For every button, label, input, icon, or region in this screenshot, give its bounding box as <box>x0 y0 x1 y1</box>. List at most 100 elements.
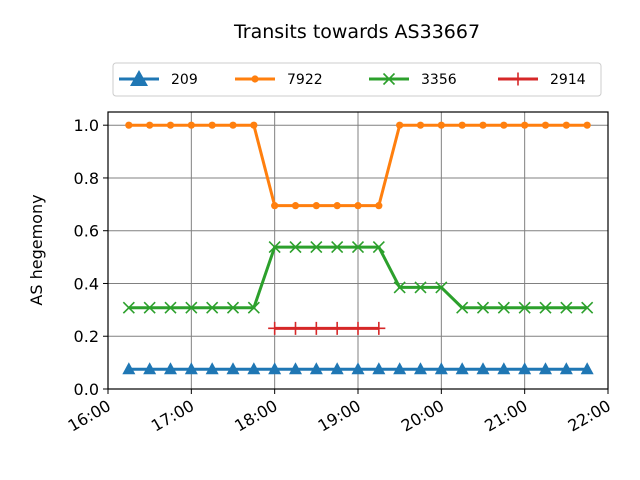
data-point-3356 <box>289 241 302 254</box>
data-point-209 <box>247 362 261 375</box>
legend-entry-209: 209 <box>119 70 198 88</box>
data-point-7922 <box>166 121 175 129</box>
data-point-7922 <box>146 121 154 129</box>
legend-label: 3356 <box>421 72 457 88</box>
data-point-209 <box>226 362 240 375</box>
x-tick-label: 19:00 <box>315 396 364 436</box>
x-tick-label: 17:00 <box>148 396 197 436</box>
data-point-209 <box>268 362 282 375</box>
data-point-3356 <box>393 281 406 294</box>
data-point-7922 <box>458 121 466 129</box>
legend-label: 7922 <box>287 72 323 88</box>
data-point-3356 <box>268 241 281 254</box>
data-point-2914 <box>268 321 282 335</box>
series-3356 <box>122 241 594 314</box>
data-point-209 <box>476 362 490 375</box>
data-point-7922 <box>416 121 425 129</box>
data-point-3356 <box>476 301 490 314</box>
data-point-2914 <box>330 321 344 335</box>
data-point-3356 <box>310 241 323 254</box>
data-point-7922 <box>521 121 529 129</box>
legend-label: 2914 <box>550 72 586 88</box>
y-axis-label: AS hegemony <box>27 194 46 305</box>
data-point-7922 <box>125 121 133 129</box>
data-point-7922 <box>437 121 445 129</box>
data-point-7922 <box>312 202 320 210</box>
series-2914 <box>268 321 386 335</box>
legend-entry-3356: 3356 <box>369 72 457 88</box>
data-point-7922 <box>229 121 237 129</box>
series-7922 <box>125 121 591 210</box>
legend-marker <box>382 72 396 86</box>
data-point-3356 <box>226 301 240 314</box>
legend-marker <box>130 70 148 86</box>
data-point-209 <box>497 362 511 375</box>
data-point-209 <box>184 362 198 375</box>
series-209 <box>122 362 594 375</box>
chart-title: Transits towards AS33667 <box>233 21 480 43</box>
y-tick-label: 0.8 <box>74 169 99 188</box>
data-point-209 <box>164 362 177 375</box>
legend-label: 209 <box>171 72 198 88</box>
data-point-209 <box>122 362 136 375</box>
y-tick-label: 0.4 <box>74 274 99 293</box>
data-point-3356 <box>351 241 365 254</box>
series-layer <box>122 121 594 375</box>
y-axis: 0.0 0.2 0.4 0.6 0.8 1.0 <box>74 116 108 399</box>
x-tick-label: 22:00 <box>565 396 614 436</box>
data-point-209 <box>372 362 386 375</box>
data-point-209 <box>143 362 157 375</box>
data-point-7922 <box>271 202 279 210</box>
data-point-3356 <box>456 301 469 314</box>
data-point-3356 <box>414 281 427 294</box>
x-axis: 16:00 17:00 18:00 19:00 20:00 21:00 22:00 <box>65 389 614 436</box>
data-point-209 <box>393 362 407 375</box>
data-point-3356 <box>497 301 510 314</box>
data-point-7922 <box>208 121 216 129</box>
x-tick-label: 20:00 <box>398 396 447 436</box>
data-point-209 <box>559 362 573 375</box>
data-point-209 <box>289 362 302 375</box>
data-point-209 <box>330 362 344 375</box>
legend-box <box>112 62 602 97</box>
data-point-3356 <box>206 301 219 314</box>
data-point-2914 <box>351 321 365 335</box>
data-point-2914 <box>309 321 323 335</box>
data-point-3356 <box>581 301 594 314</box>
data-point-209 <box>518 362 532 375</box>
legend-entry-7922: 7922 <box>235 72 323 88</box>
data-point-3356 <box>164 301 177 314</box>
x-tick-label: 21:00 <box>481 396 530 436</box>
data-point-7922 <box>562 121 570 129</box>
data-point-7922 <box>479 121 487 129</box>
data-point-7922 <box>396 121 404 129</box>
legend-entry-2914: 2914 <box>498 72 586 88</box>
x-tick-label: 16:00 <box>65 396 114 436</box>
data-point-7922 <box>375 202 383 210</box>
legend-marker <box>251 75 259 83</box>
legend: 209 7922 3356 2914 <box>112 62 602 97</box>
data-point-7922 <box>500 121 508 129</box>
y-tick-label: 0.2 <box>74 327 99 346</box>
data-point-7922 <box>187 121 195 129</box>
data-point-7922 <box>541 121 550 129</box>
data-point-7922 <box>583 121 591 129</box>
data-point-2914 <box>289 321 302 335</box>
data-point-3356 <box>435 281 448 294</box>
y-tick-label: 0.0 <box>74 380 99 399</box>
data-point-209 <box>455 362 469 375</box>
data-point-7922 <box>333 202 341 210</box>
data-point-7922 <box>291 202 300 210</box>
data-point-3356 <box>331 241 344 254</box>
data-point-3356 <box>185 301 198 314</box>
data-point-3356 <box>560 301 573 314</box>
data-point-209 <box>434 362 448 375</box>
data-point-3356 <box>518 301 531 314</box>
x-tick-label: 18:00 <box>231 396 280 436</box>
data-point-7922 <box>250 121 258 129</box>
data-point-3356 <box>122 301 135 314</box>
data-point-209 <box>580 362 594 375</box>
data-point-209 <box>539 362 552 375</box>
data-point-3356 <box>539 301 552 314</box>
